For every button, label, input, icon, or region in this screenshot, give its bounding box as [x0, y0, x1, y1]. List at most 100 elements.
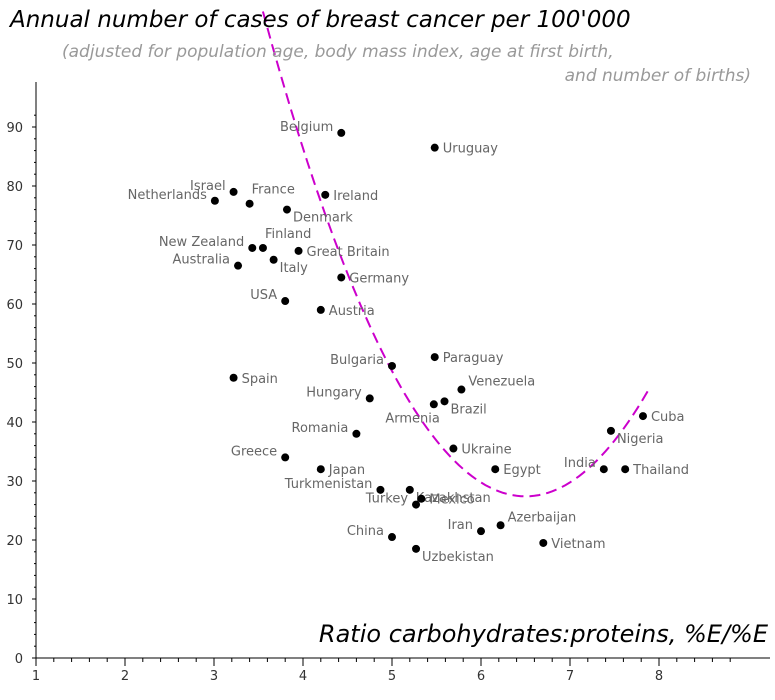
- data-point-marker: [210, 196, 219, 205]
- data-point: Austria: [316, 304, 375, 319]
- data-point-marker: [229, 373, 238, 382]
- data-point-label: Vietnam: [551, 537, 605, 552]
- data-point: Azerbaijan: [496, 510, 577, 530]
- data-point: USA: [250, 288, 290, 306]
- data-point: Belgium: [280, 120, 346, 137]
- data-point-marker: [457, 385, 466, 394]
- data-point: Kazakhstan: [405, 485, 491, 506]
- data-point: Bulgaria: [330, 353, 396, 370]
- data-point-label: Ukraine: [461, 443, 511, 458]
- data-point: Great Britain: [294, 245, 390, 260]
- data-point-marker: [430, 353, 439, 362]
- data-point: Brazil: [440, 397, 487, 417]
- data-point: Greece: [231, 444, 290, 462]
- data-point-label: Hungary: [306, 385, 362, 400]
- data-point: Turkmenistan: [284, 477, 385, 494]
- data-point-marker: [429, 400, 438, 409]
- data-point-marker: [491, 465, 500, 474]
- data-point-label: Uruguay: [443, 142, 499, 157]
- x-tick-label: 3: [210, 669, 218, 684]
- data-point-marker: [337, 128, 346, 137]
- data-point-marker: [621, 465, 630, 474]
- data-point-marker: [337, 273, 346, 282]
- y-tick-label: 40: [6, 416, 23, 431]
- data-point: Venezuela: [457, 375, 535, 394]
- data-point: Italy: [269, 255, 309, 276]
- data-point-label: Azerbaijan: [508, 510, 577, 525]
- data-point-label: Italy: [280, 261, 309, 276]
- data-point-marker: [539, 538, 548, 547]
- data-point-marker: [281, 297, 290, 306]
- data-point-marker: [388, 533, 396, 542]
- data-point: Finland: [258, 227, 311, 252]
- data-point: Armenia: [385, 400, 440, 426]
- data-point-marker: [282, 205, 291, 214]
- data-point-marker: [321, 190, 330, 199]
- data-point-marker: [376, 485, 385, 494]
- data-point-marker: [599, 465, 608, 474]
- data-point: Australia: [173, 253, 243, 270]
- data-point-marker: [430, 143, 439, 152]
- data-point-label: Iran: [448, 518, 473, 533]
- data-point: Israel: [190, 179, 238, 196]
- data-point-label: Mexico: [429, 493, 474, 508]
- data-point-label: New Zealand: [159, 235, 244, 250]
- data-point: Hungary: [306, 385, 374, 403]
- x-tick-label: 7: [566, 669, 574, 684]
- data-point: Turkey: [365, 492, 421, 509]
- data-point-label: Ireland: [333, 189, 378, 204]
- data-point-label: Spain: [242, 372, 278, 387]
- y-tick-label: 90: [6, 121, 23, 136]
- data-point-marker: [496, 521, 505, 530]
- data-point-label: Cuba: [651, 410, 685, 425]
- data-point: India: [564, 456, 608, 474]
- data-point: Vietnam: [539, 537, 605, 552]
- x-tick-label: 8: [655, 669, 663, 684]
- data-point-marker: [365, 394, 374, 403]
- data-point-marker: [388, 361, 396, 370]
- data-point-label: Japan: [328, 463, 365, 478]
- x-tick-label: 2: [121, 669, 129, 684]
- data-point-marker: [638, 412, 647, 421]
- data-point-marker: [234, 261, 243, 270]
- data-point-label: Kazakhstan: [416, 491, 491, 506]
- data-point: Denmark: [282, 205, 353, 226]
- data-point-label: Austria: [329, 304, 375, 319]
- y-tick-label: 80: [6, 180, 23, 195]
- data-point-marker: [412, 500, 421, 509]
- data-point-marker: [281, 453, 290, 462]
- y-tick-label: 50: [6, 357, 23, 372]
- data-point-marker: [412, 544, 421, 553]
- data-point: Iran: [448, 518, 485, 536]
- data-point-label: Bulgaria: [330, 353, 384, 368]
- data-point-label: France: [252, 183, 295, 198]
- data-point-label: Thailand: [632, 463, 689, 478]
- chart-title: Annual number of cases of breast cancer …: [8, 7, 631, 33]
- y-tick-label: 60: [6, 298, 23, 313]
- data-point-label: Australia: [173, 253, 231, 268]
- data-point: Ireland: [321, 189, 378, 204]
- data-point-label: Turkmenistan: [284, 477, 373, 492]
- data-point: Thailand: [621, 463, 689, 478]
- y-tick-label: 30: [6, 475, 23, 490]
- data-point: France: [245, 183, 295, 208]
- data-point-label: Brazil: [451, 402, 487, 417]
- data-point: Japan: [316, 463, 365, 478]
- data-point-label: Armenia: [385, 411, 440, 426]
- data-point: Egypt: [491, 463, 541, 478]
- data-point-marker: [477, 527, 485, 536]
- data-points: Belgium Uruguay Israel France Netherlands Ire…: [128, 120, 689, 565]
- data-point-label: Egypt: [503, 463, 541, 478]
- axes: 0 10 20 30 40 50 60 70 80 90 1 2 3 4 5 6 7 8: [6, 82, 770, 684]
- data-point-marker: [449, 444, 458, 453]
- data-point: Nigeria: [606, 426, 664, 447]
- x-tick-label: 4: [299, 669, 307, 684]
- y-tick-label: 20: [6, 534, 23, 549]
- data-point-label: Venezuela: [468, 375, 535, 390]
- data-point-label: Finland: [265, 227, 311, 242]
- data-point-label: Nigeria: [617, 432, 664, 447]
- trend-curve: [261, 11, 651, 498]
- data-point-marker: [269, 255, 278, 264]
- data-point: Paraguay: [430, 351, 504, 366]
